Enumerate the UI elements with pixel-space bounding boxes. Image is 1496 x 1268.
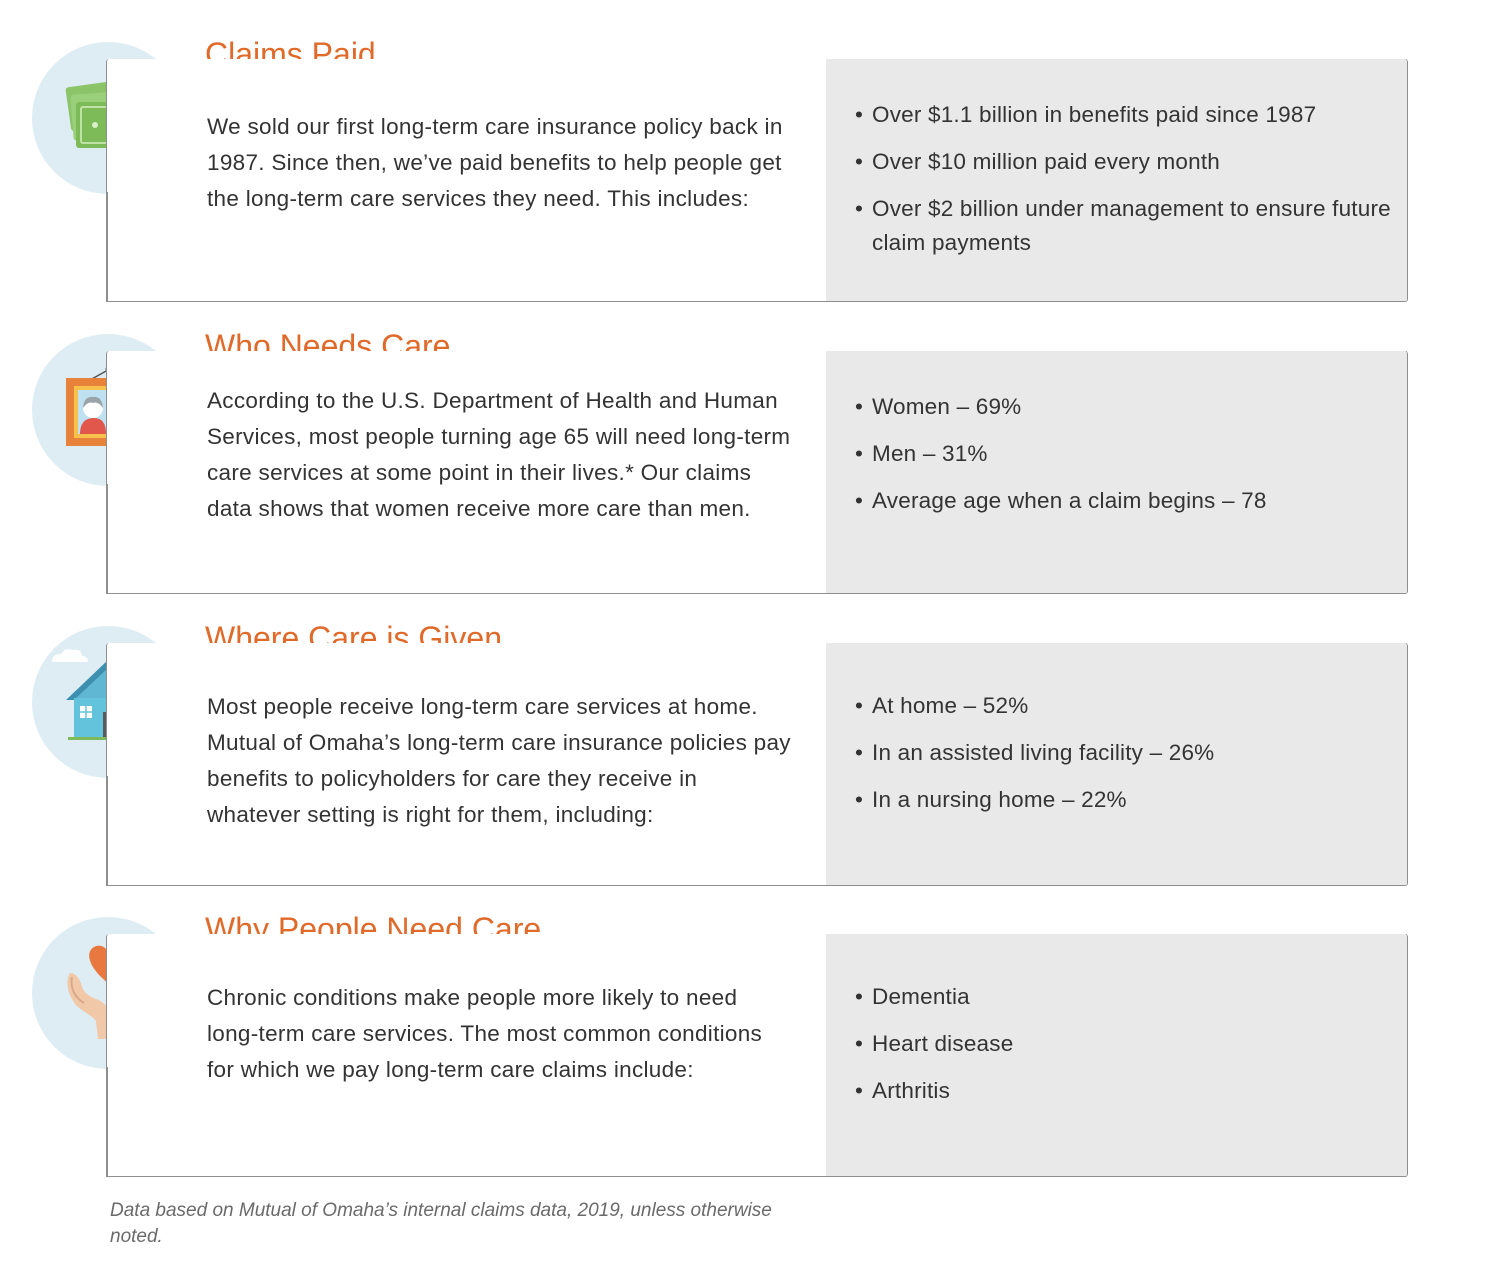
fact-item: In an assisted living facility – 26% <box>855 736 1395 770</box>
section-why-people-need-care: Why People Need Care Chronic conditions … <box>0 911 1496 1209</box>
section-body: We sold our first long-term care insuran… <box>207 114 783 211</box>
fact-item: Women – 69% <box>855 390 1395 424</box>
fact-item: Heart disease <box>855 1027 1395 1061</box>
section-body: Most people receive long-term care servi… <box>207 694 791 827</box>
facts-list: At home – 52% In an assisted living faci… <box>855 689 1395 830</box>
fact-item: Average age when a claim begins – 78 <box>855 484 1395 518</box>
fact-item: Dementia <box>855 980 1395 1014</box>
fact-item: Over $10 million paid every month <box>855 145 1395 179</box>
connector-line <box>106 776 108 886</box>
fact-item: Men – 31% <box>855 437 1395 471</box>
facts-list: Dementia Heart disease Arthritis <box>855 980 1395 1121</box>
section-claims-paid: $ Claims Paid We sold our first long-ter… <box>0 36 1496 334</box>
fact-item: At home – 52% <box>855 689 1395 723</box>
facts-list: Women – 69% Men – 31% Average age when a… <box>855 390 1395 531</box>
section-who-needs-care: Who Needs Care According to the U.S. Dep… <box>0 328 1496 626</box>
section-body: Chronic conditions make people more like… <box>207 985 763 1082</box>
section-body: According to the U.S. Department of Heal… <box>207 388 791 521</box>
fact-item: Over $2 billion under management to ensu… <box>855 192 1395 260</box>
connector-line <box>106 1067 108 1177</box>
facts-list: Over $1.1 billion in benefits paid since… <box>855 98 1395 273</box>
fact-item: In a nursing home – 22% <box>855 783 1395 817</box>
fact-item: Over $1.1 billion in benefits paid since… <box>855 98 1395 132</box>
connector-line <box>106 484 108 594</box>
connector-line <box>106 192 108 302</box>
footnote: Data based on Mutual of Omaha’s internal… <box>110 1200 772 1247</box>
fact-item: Arthritis <box>855 1074 1395 1108</box>
section-where-care-is-given: Where Care is Given Most people receive … <box>0 620 1496 918</box>
